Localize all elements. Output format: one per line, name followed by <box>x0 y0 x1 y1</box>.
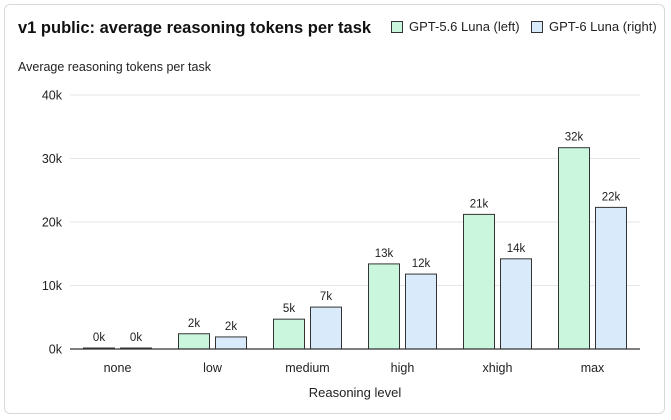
chart-title: v1 public: average reasoning tokens per … <box>18 19 372 37</box>
y-tick-label: 10k <box>42 279 63 293</box>
data-label: 14k <box>507 243 526 255</box>
bar-gpt-6-luna-max <box>595 206 627 350</box>
data-label: 0k <box>130 332 142 344</box>
data-label: 5k <box>283 303 295 315</box>
bar-gpt-6-luna-low <box>215 336 247 350</box>
legend-label-gpt-5-6-luna: GPT-5.6 Luna (left) <box>409 19 520 34</box>
bar-gpt-6-luna-medium <box>310 306 342 350</box>
bar-gpt-5-6-luna-medium <box>273 318 305 350</box>
legend-swatch-gpt-5-6-luna <box>391 20 403 33</box>
bars <box>83 147 627 350</box>
bar-gpt-5-6-luna-xhigh <box>463 213 495 350</box>
x-tick-label: high <box>391 361 415 375</box>
chart-legend: GPT-5.6 Luna (left) GPT-6 Luna (right) <box>0 19 671 39</box>
data-label: 12k <box>412 258 431 270</box>
y-tick-label: 20k <box>42 216 63 230</box>
y-tick-label: 0k <box>49 343 63 357</box>
legend-item-gpt-5-6-luna: GPT-5.6 Luna (left) <box>391 19 520 34</box>
y-tick-label: 30k <box>42 152 63 166</box>
y-tick-label: 40k <box>42 89 63 103</box>
axes: 0k 10k 20k 30k 40k none low medium high xhigh max <box>42 89 640 375</box>
legend-item-gpt-6-luna: GPT-6 Luna (right) <box>531 19 657 34</box>
data-label: 2k <box>225 321 237 333</box>
data-label: 13k <box>375 248 394 260</box>
y-axis-label: Average reasoning tokens per task <box>18 60 212 74</box>
data-label: 2k <box>188 318 200 330</box>
x-tick-label: medium <box>285 361 329 375</box>
data-label: 7k <box>320 291 332 303</box>
x-tick-label: xhigh <box>483 361 513 375</box>
data-label: 21k <box>470 198 489 210</box>
bar-gpt-6-luna-high <box>405 273 437 350</box>
x-tick-label: none <box>104 361 132 375</box>
data-label: 0k <box>93 332 105 344</box>
data-labels: 0k 0k 2k 2k 5k 7k 13k 12k 21k 14k 32k 22k <box>93 132 621 344</box>
bar-gpt-5-6-luna-high <box>368 263 400 350</box>
grid-lines <box>70 94 640 350</box>
x-axis-label: Reasoning level <box>309 385 402 400</box>
x-tick-label: max <box>581 361 605 375</box>
data-label: 32k <box>565 132 584 144</box>
x-tick-label: low <box>203 361 223 375</box>
bar-gpt-5-6-luna-max <box>558 147 590 350</box>
bar-gpt-5-6-luna-low <box>178 333 210 350</box>
legend-label-gpt-6-luna: GPT-6 Luna (right) <box>549 19 657 34</box>
bar-gpt-6-luna-xhigh <box>500 258 532 350</box>
legend-swatch-gpt-6-luna <box>531 20 543 33</box>
data-label: 22k <box>602 191 621 203</box>
